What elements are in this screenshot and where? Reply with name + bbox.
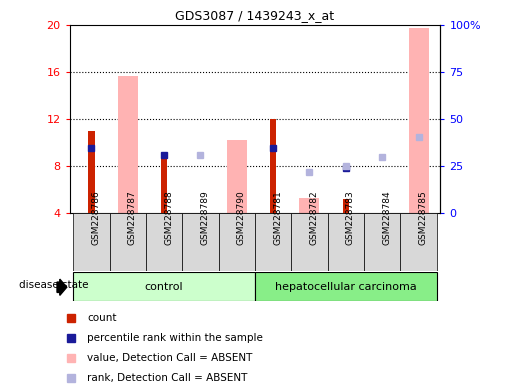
Text: GSM228786: GSM228786 (91, 190, 100, 245)
Text: control: control (145, 281, 183, 292)
Bar (146, 213, 182, 271)
Bar (182, 213, 218, 271)
Bar (342, 199, 349, 213)
Bar (218, 213, 255, 271)
Bar (118, 76, 138, 213)
Bar (227, 140, 247, 213)
Bar (255, 273, 437, 301)
Text: percentile rank within the sample: percentile rank within the sample (88, 333, 263, 343)
Title: GDS3087 / 1439243_x_at: GDS3087 / 1439243_x_at (176, 9, 334, 22)
Text: GSM228784: GSM228784 (382, 190, 391, 245)
Text: disease state: disease state (20, 280, 89, 290)
Text: rank, Detection Call = ABSENT: rank, Detection Call = ABSENT (88, 373, 248, 383)
Bar (161, 153, 167, 213)
Text: GSM228783: GSM228783 (346, 190, 355, 245)
Bar (110, 213, 146, 271)
Text: hepatocellular carcinoma: hepatocellular carcinoma (275, 281, 417, 292)
Bar (255, 213, 291, 271)
Text: GSM228789: GSM228789 (200, 190, 210, 245)
Bar (299, 198, 319, 213)
Text: count: count (88, 313, 117, 323)
Bar (270, 119, 277, 213)
Text: GSM228782: GSM228782 (310, 190, 318, 245)
Text: value, Detection Call = ABSENT: value, Detection Call = ABSENT (88, 353, 253, 363)
Bar (400, 213, 437, 271)
Text: GSM228788: GSM228788 (164, 190, 173, 245)
Text: GSM228790: GSM228790 (237, 190, 246, 245)
Bar (73, 273, 255, 301)
Bar (73, 213, 110, 271)
Bar (88, 131, 95, 213)
FancyArrow shape (57, 279, 67, 295)
Bar (328, 213, 364, 271)
Text: GSM228781: GSM228781 (273, 190, 282, 245)
Bar (408, 28, 428, 213)
Bar (364, 213, 400, 271)
Text: GSM228785: GSM228785 (419, 190, 427, 245)
Bar (291, 213, 328, 271)
Text: GSM228787: GSM228787 (128, 190, 136, 245)
